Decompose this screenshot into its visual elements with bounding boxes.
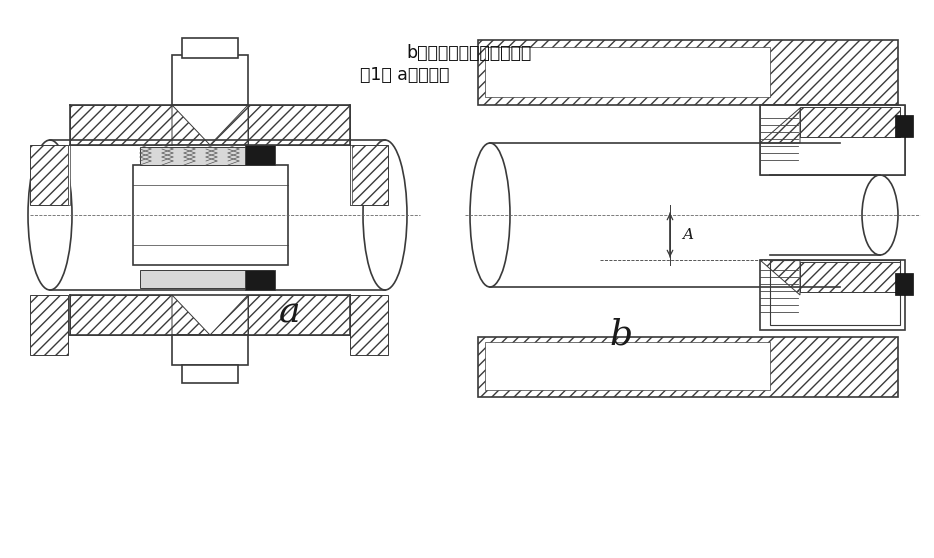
Bar (30, 295, 68, 355)
Bar (245, 145, 275, 165)
Polygon shape (70, 105, 172, 145)
Text: A: A (682, 228, 693, 242)
Bar (350, 145, 388, 205)
Bar (478, 40, 898, 105)
Bar (895, 115, 913, 137)
Ellipse shape (862, 175, 898, 255)
Text: a: a (278, 296, 301, 329)
Bar (800, 107, 900, 137)
Bar (140, 147, 273, 165)
Ellipse shape (470, 143, 510, 287)
Polygon shape (760, 260, 800, 295)
Bar (770, 260, 900, 325)
Bar (485, 342, 770, 390)
Bar (182, 38, 238, 58)
Polygon shape (172, 105, 210, 145)
Bar (770, 260, 900, 325)
Bar (760, 105, 905, 175)
Bar (350, 145, 352, 205)
Bar (140, 270, 273, 288)
Bar (182, 365, 238, 383)
Polygon shape (248, 295, 350, 335)
Polygon shape (70, 295, 172, 335)
Bar (172, 335, 248, 365)
Bar (478, 337, 898, 397)
Bar (30, 145, 68, 205)
Bar (485, 47, 770, 97)
Polygon shape (248, 105, 350, 145)
Bar (760, 260, 905, 330)
Polygon shape (210, 295, 248, 335)
Ellipse shape (28, 140, 72, 290)
Polygon shape (172, 295, 210, 335)
Ellipse shape (363, 140, 407, 290)
Polygon shape (210, 105, 248, 145)
Bar (760, 105, 905, 175)
Text: b: b (610, 318, 632, 352)
Bar (350, 295, 388, 355)
Bar (800, 262, 900, 292)
Bar (68, 145, 70, 205)
Polygon shape (760, 108, 800, 143)
Text: 图1－ a平衡密封: 图1－ a平衡密封 (360, 66, 449, 84)
Bar (133, 165, 288, 265)
Text: b作用在平衡密封面的压力: b作用在平衡密封面的压力 (406, 44, 531, 62)
Bar (895, 273, 913, 295)
Bar (172, 55, 248, 105)
Bar (245, 270, 275, 290)
